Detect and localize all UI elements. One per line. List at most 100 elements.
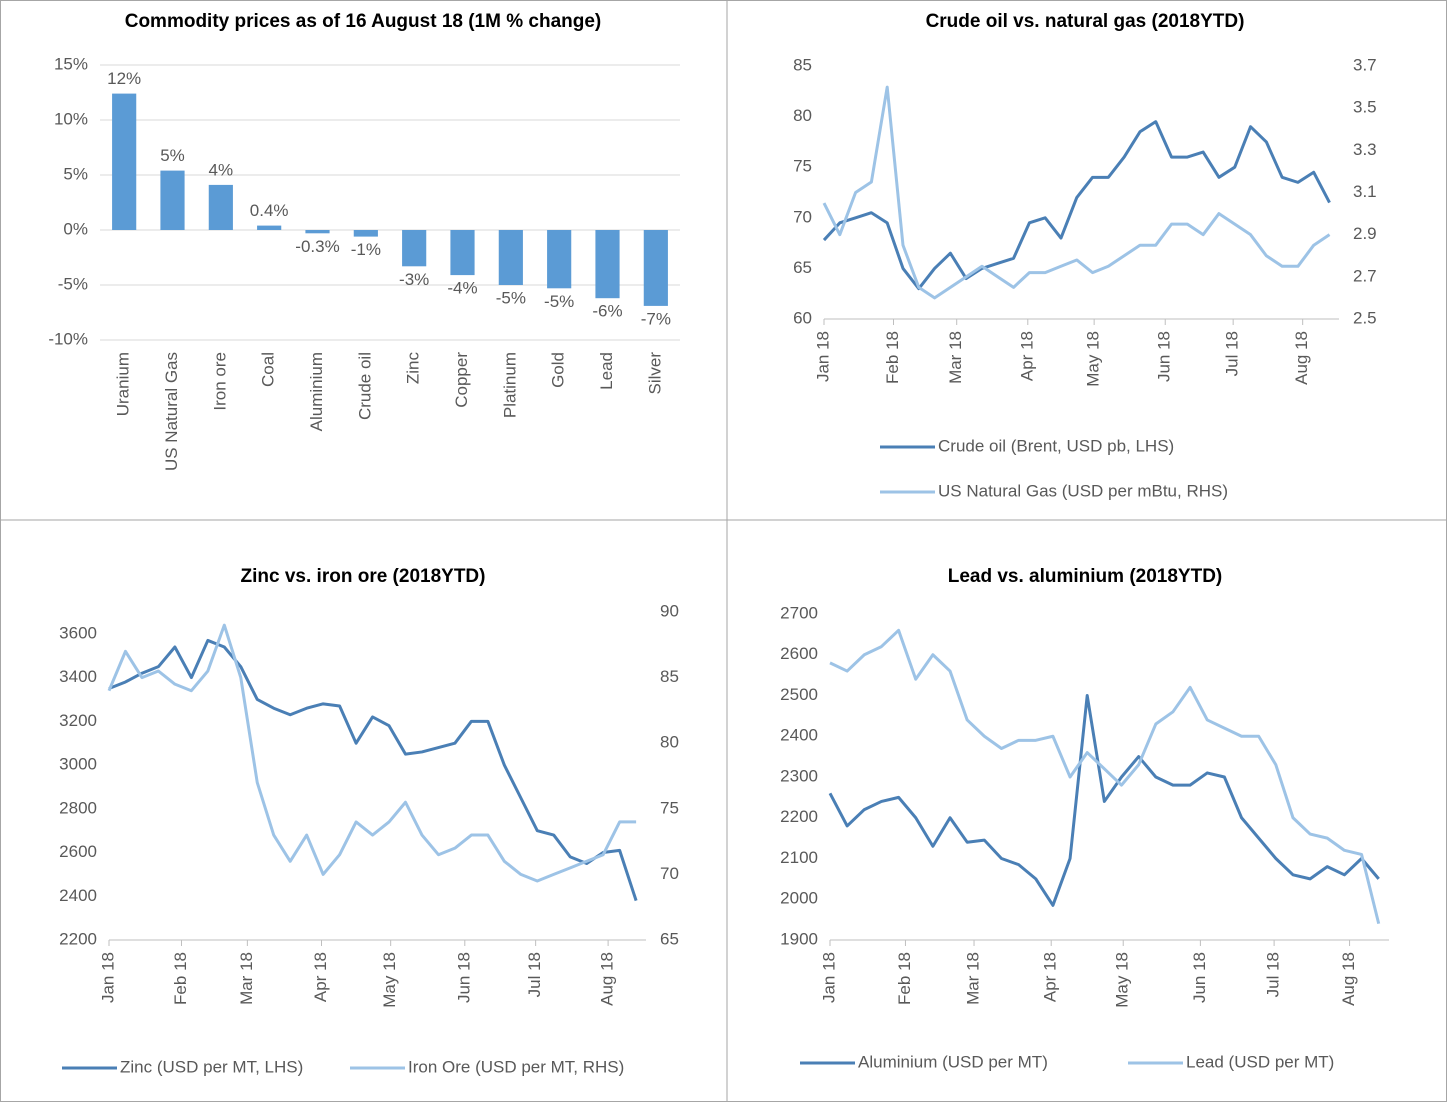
legend-label: Iron Ore (USD per MT, RHS) bbox=[408, 1057, 624, 1076]
bar bbox=[257, 225, 282, 230]
x-tick-label: Zinc bbox=[404, 352, 423, 385]
series-line bbox=[822, 85, 1331, 300]
x-tick-label: May 18 bbox=[1084, 331, 1103, 387]
bar bbox=[595, 230, 620, 299]
data-label: -4% bbox=[447, 279, 477, 298]
series-line bbox=[108, 638, 638, 902]
x-tick-label: Jul 18 bbox=[1264, 952, 1283, 997]
y-tick-label: 60 bbox=[793, 308, 812, 327]
x-tick-label: Lead bbox=[597, 352, 616, 390]
bar bbox=[353, 230, 378, 237]
x-tick-label: Jun 18 bbox=[454, 952, 473, 1003]
y-tick-label: 75 bbox=[793, 157, 812, 176]
y-tick-label: -5% bbox=[58, 274, 88, 293]
x-tick-label: Crude oil bbox=[355, 352, 374, 420]
y-tick-label: 3000 bbox=[59, 755, 97, 774]
data-label: -7% bbox=[641, 309, 671, 328]
y-tick-label: 0% bbox=[63, 219, 88, 238]
data-label: -5% bbox=[544, 292, 574, 311]
x-tick-label: Jun 18 bbox=[1190, 952, 1209, 1003]
bar bbox=[547, 230, 572, 289]
y-tick-label: 70 bbox=[793, 207, 812, 226]
x-tick-label: Jul 18 bbox=[1223, 331, 1242, 376]
x-tick-label: May 18 bbox=[380, 952, 399, 1008]
y-tick-label: 15% bbox=[54, 54, 88, 73]
x-tick-label: Jun 18 bbox=[1155, 331, 1174, 382]
data-label: 12% bbox=[107, 69, 141, 88]
x-tick-label: Aug 18 bbox=[598, 952, 617, 1006]
x-tick-label: Feb 18 bbox=[171, 952, 190, 1005]
y-tick-label: 2600 bbox=[780, 644, 818, 663]
data-label: -5% bbox=[496, 288, 526, 307]
bar bbox=[643, 230, 668, 306]
x-tick-label: Jan 18 bbox=[819, 952, 838, 1003]
legend-label: Zinc (USD per MT, LHS) bbox=[120, 1057, 303, 1076]
y2-tick-label: 3.1 bbox=[1353, 182, 1377, 201]
series-line bbox=[107, 623, 637, 883]
x-tick-label: US Natural Gas bbox=[162, 352, 181, 471]
x-tick-label: Feb 18 bbox=[883, 331, 902, 384]
y-tick-label: 3600 bbox=[59, 623, 97, 642]
x-tick-label: Silver bbox=[645, 352, 664, 395]
x-tick-label: Mar 18 bbox=[237, 952, 256, 1005]
y-tick-label: 2200 bbox=[59, 929, 97, 948]
y-tick-label: 1900 bbox=[780, 929, 818, 948]
chart-title: Commodity prices as of 16 August 18 (1M … bbox=[125, 11, 602, 32]
bar bbox=[450, 230, 475, 276]
series-line bbox=[829, 628, 1381, 925]
x-tick-label: Apr 18 bbox=[311, 952, 330, 1002]
legend-label: US Natural Gas (USD per mBtu, RHS) bbox=[938, 481, 1228, 500]
x-tick-label: Jan 18 bbox=[98, 952, 117, 1003]
x-tick-label: Jan 18 bbox=[813, 331, 832, 382]
y2-tick-label: 3.7 bbox=[1353, 55, 1377, 74]
data-label: 4% bbox=[209, 160, 234, 179]
x-tick-label: Aug 18 bbox=[1292, 331, 1311, 385]
x-tick-label: Platinum bbox=[500, 352, 519, 418]
series-line bbox=[828, 694, 1380, 907]
series-line bbox=[822, 120, 1331, 291]
y-tick-label: 2600 bbox=[59, 842, 97, 861]
y-tick-label: -10% bbox=[48, 329, 88, 348]
y-tick-label: 2200 bbox=[780, 807, 818, 826]
data-label: 5% bbox=[160, 146, 185, 165]
x-tick-label: Gold bbox=[549, 352, 568, 388]
y-tick-label: 2700 bbox=[780, 603, 818, 622]
x-tick-label: Mar 18 bbox=[964, 952, 983, 1005]
y-tick-label: 5% bbox=[63, 164, 88, 183]
y-tick-label: 2500 bbox=[780, 685, 818, 704]
y-tick-label: 2100 bbox=[780, 848, 818, 867]
x-tick-label: Coal bbox=[259, 352, 278, 387]
x-tick-label: Apr 18 bbox=[1041, 952, 1060, 1002]
data-label: 0.4% bbox=[250, 201, 289, 220]
x-tick-label: Aluminium bbox=[307, 352, 326, 431]
chart-title: Crude oil vs. natural gas (2018YTD) bbox=[926, 11, 1245, 32]
y-tick-label: 2400 bbox=[59, 886, 97, 905]
y2-tick-label: 85 bbox=[660, 667, 679, 686]
y2-tick-label: 75 bbox=[660, 798, 679, 817]
bar bbox=[112, 93, 137, 230]
y2-tick-label: 70 bbox=[660, 864, 679, 883]
y2-tick-label: 2.7 bbox=[1353, 266, 1377, 285]
chart-title: Zinc vs. iron ore (2018YTD) bbox=[241, 566, 486, 587]
y-tick-label: 3200 bbox=[59, 711, 97, 730]
x-tick-label: Uranium bbox=[114, 352, 133, 416]
y-tick-label: 2800 bbox=[59, 798, 97, 817]
y-tick-label: 85 bbox=[793, 55, 812, 74]
bar bbox=[498, 230, 523, 285]
y2-tick-label: 65 bbox=[660, 929, 679, 948]
legend-label: Crude oil (Brent, USD pb, LHS) bbox=[938, 436, 1174, 455]
legend-label: Lead (USD per MT) bbox=[1186, 1052, 1334, 1071]
y-tick-label: 2000 bbox=[780, 889, 818, 908]
y2-tick-label: 90 bbox=[660, 601, 679, 620]
x-tick-label: Iron ore bbox=[210, 352, 229, 411]
bar bbox=[160, 170, 185, 230]
y2-tick-label: 2.5 bbox=[1353, 308, 1377, 327]
bar bbox=[402, 230, 427, 267]
y-tick-label: 65 bbox=[793, 258, 812, 277]
x-tick-label: Aug 18 bbox=[1339, 952, 1358, 1006]
x-tick-label: Apr 18 bbox=[1017, 331, 1036, 381]
y2-tick-label: 3.3 bbox=[1353, 140, 1377, 159]
x-tick-label: Feb 18 bbox=[895, 952, 914, 1005]
